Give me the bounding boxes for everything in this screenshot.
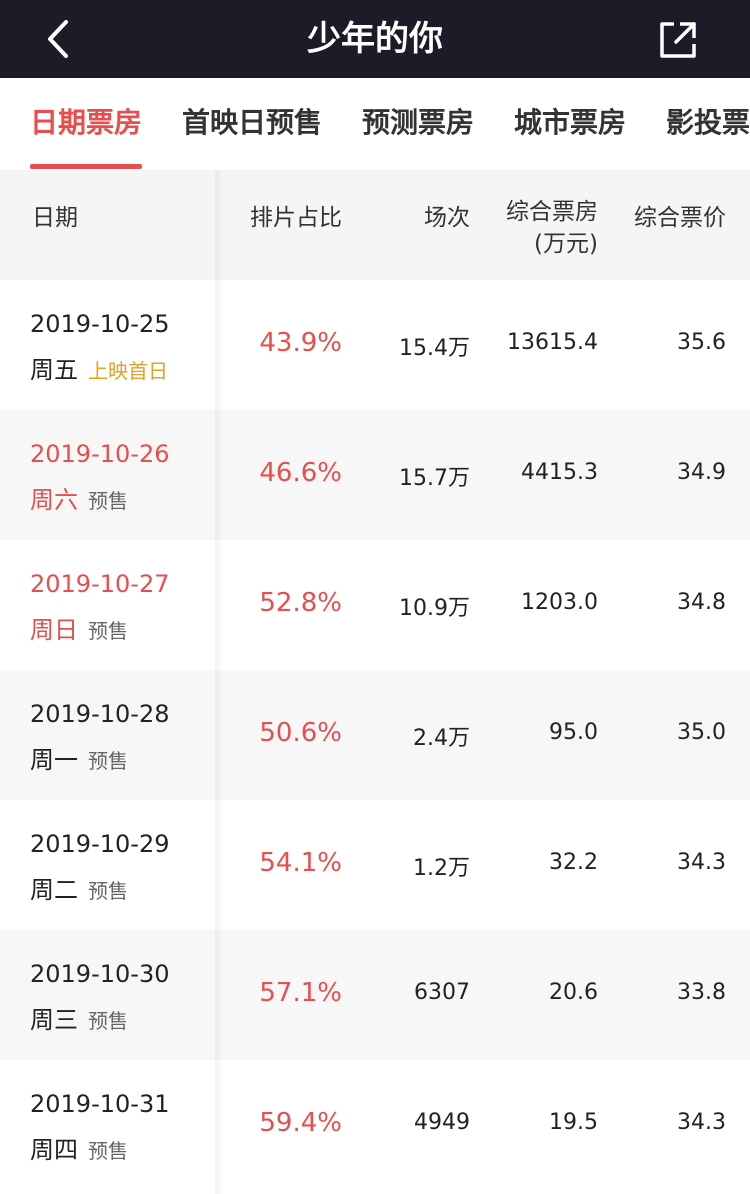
- chevron-left-icon: [48, 20, 68, 58]
- row-screening-ratio: 43.9%: [259, 328, 342, 358]
- row-shows: 15.4万: [399, 336, 470, 361]
- row-box-office: 95.0: [549, 720, 598, 745]
- weekday-label: 周五: [30, 356, 78, 384]
- table-row[interactable]: 2019-10-27 周日 预售 52.8% 10.9万 1203.0 34.8: [0, 540, 750, 670]
- row-box-office: 1203.0: [521, 590, 598, 615]
- row-avg-price: 34.3: [677, 1110, 726, 1135]
- table-row[interactable]: 2019-10-25 周五 上映首日 43.9% 15.4万 13615.4 35…: [0, 280, 750, 410]
- release-day-tag: 上映首日: [88, 359, 168, 383]
- share-icon: [660, 22, 696, 58]
- header-box-office-line1: 综合票房: [506, 199, 598, 225]
- header-box-office-unit: (万元): [534, 231, 598, 257]
- active-tab-indicator: [30, 164, 142, 169]
- row-avg-price: 34.8: [677, 590, 726, 615]
- header-avg-price: 综合票价: [634, 205, 726, 231]
- row-shows: 4949: [414, 1110, 470, 1135]
- table-row[interactable]: 2019-10-31 周四 预售 59.4% 4949 19.5 34.3: [0, 1060, 750, 1190]
- tab-cinema-investment[interactable]: 影投票: [666, 106, 750, 139]
- weekday-label: 周四: [30, 1136, 78, 1164]
- row-date: 2019-10-31: [30, 1090, 170, 1118]
- row-screening-ratio: 57.1%: [259, 978, 342, 1008]
- weekday-label: 周三: [30, 1006, 78, 1034]
- row-weekday: 周三 预售: [30, 1000, 128, 1035]
- row-box-office: 19.5: [549, 1110, 598, 1135]
- row-screening-ratio: 50.6%: [259, 718, 342, 748]
- row-weekday: 周六 预售: [30, 480, 128, 515]
- row-box-office: 32.2: [549, 850, 598, 875]
- table-header: 日期 排片占比 场次 综合票房 (万元) 综合票价: [0, 170, 750, 280]
- row-avg-price: 35.6: [677, 330, 726, 355]
- tab-daily-box-office[interactable]: 日期票房: [30, 106, 143, 139]
- row-screening-ratio: 46.6%: [259, 458, 342, 488]
- header-shows: 场次: [424, 205, 470, 231]
- back-button[interactable]: [30, 12, 86, 66]
- row-box-office: 20.6: [549, 980, 598, 1005]
- sticky-column-shadow: [215, 170, 223, 1194]
- table-row[interactable]: 2019-10-26 周六 预售 46.6% 15.7万 4415.3 34.9: [0, 410, 750, 540]
- presale-tag: 预售: [88, 619, 128, 643]
- weekday-label: 周一: [30, 746, 78, 774]
- weekday-label: 周二: [30, 876, 78, 904]
- row-date: 2019-10-26: [30, 440, 170, 468]
- row-date: 2019-10-27: [30, 570, 170, 598]
- row-date: 2019-10-29: [30, 830, 170, 858]
- top-bar: 少年的你: [0, 0, 750, 78]
- row-box-office: 4415.3: [521, 460, 598, 485]
- presale-tag: 预售: [88, 489, 128, 513]
- row-shows: 6307: [414, 980, 470, 1005]
- row-weekday: 周四 预售: [30, 1130, 128, 1165]
- tab-forecast-box-office[interactable]: 预测票房: [362, 106, 475, 139]
- row-shows: 2.4万: [413, 726, 470, 751]
- tab-bar: 日期票房 首映日预售 预测票房 城市票房 影投票: [0, 78, 750, 170]
- tab-city-box-office[interactable]: 城市票房: [514, 106, 627, 139]
- table-row[interactable]: 2019-10-30 周三 预售 57.1% 6307 20.6 33.8: [0, 930, 750, 1060]
- row-weekday: 周二 预售: [30, 870, 128, 905]
- presale-tag: 预售: [88, 1139, 128, 1163]
- header-box-office: 综合票房 (万元): [486, 196, 598, 260]
- row-box-office: 13615.4: [507, 330, 598, 355]
- row-screening-ratio: 52.8%: [259, 588, 342, 618]
- page-title: 少年的你: [307, 19, 443, 59]
- row-avg-price: 34.9: [677, 460, 726, 485]
- weekday-label: 周六: [30, 486, 78, 514]
- row-avg-price: 35.0: [677, 720, 726, 745]
- row-shows: 15.7万: [399, 466, 470, 491]
- row-weekday: 周一 预售: [30, 740, 128, 775]
- row-screening-ratio: 59.4%: [259, 1108, 342, 1138]
- row-date: 2019-10-25: [30, 310, 170, 338]
- row-shows: 1.2万: [413, 856, 470, 881]
- row-weekday: 周日 预售: [30, 610, 128, 645]
- header-screening-ratio: 排片占比: [250, 205, 342, 231]
- row-weekday: 周五 上映首日: [30, 350, 168, 385]
- weekday-label: 周日: [30, 616, 78, 644]
- row-avg-price: 33.8: [677, 980, 726, 1005]
- presale-tag: 预售: [88, 879, 128, 903]
- row-shows: 10.9万: [399, 596, 470, 621]
- row-date: 2019-10-30: [30, 960, 170, 988]
- row-date: 2019-10-28: [30, 700, 170, 728]
- row-avg-price: 34.3: [677, 850, 726, 875]
- header-date: 日期: [32, 205, 78, 231]
- presale-tag: 预售: [88, 1009, 128, 1033]
- tab-premiere-presale[interactable]: 首映日预售: [182, 106, 323, 139]
- presale-tag: 预售: [88, 749, 128, 773]
- table-row[interactable]: 2019-10-28 周一 预售 50.6% 2.4万 95.0 35.0: [0, 670, 750, 800]
- table-row[interactable]: 2019-10-29 周二 预售 54.1% 1.2万 32.2 34.3: [0, 800, 750, 930]
- share-button[interactable]: [650, 12, 706, 66]
- row-screening-ratio: 54.1%: [259, 848, 342, 878]
